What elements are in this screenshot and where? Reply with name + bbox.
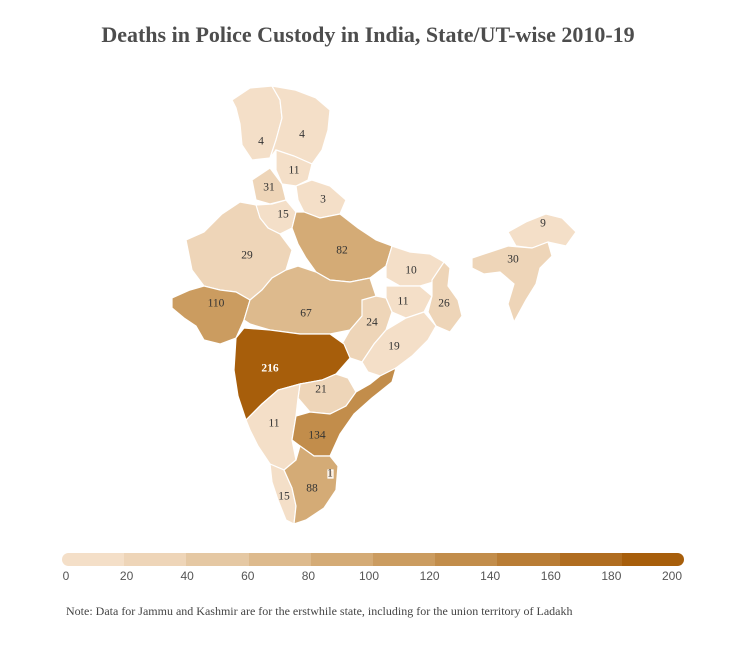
legend-tick-label: 60 <box>241 569 255 583</box>
legend-tick-label: 140 <box>480 569 501 583</box>
value-label: 29 <box>241 250 253 262</box>
legend-swatch <box>310 553 374 566</box>
value-label: 15 <box>277 209 289 221</box>
legend-swatch <box>435 553 498 566</box>
region-tamil-nadu[interactable] <box>283 445 339 525</box>
legend-tick-label: 120 <box>419 569 440 583</box>
legend-tick-label: 160 <box>540 569 561 583</box>
value-label: 88 <box>306 483 318 495</box>
legend-tick-label: 180 <box>601 569 622 583</box>
value-label: 24 <box>366 317 378 329</box>
value-label: 216 <box>261 363 279 375</box>
color-scale-legend <box>62 553 684 566</box>
value-label: 82 <box>336 245 348 257</box>
value-label: 4 <box>299 129 305 141</box>
region-himachal-pradesh[interactable] <box>275 149 313 187</box>
india-map: 4 4 11 31 15 3 29 82 10 110 67 11 26 24 … <box>171 85 577 525</box>
map-value-labels: 4 4 11 31 15 3 29 82 10 110 67 11 26 24 … <box>208 129 547 503</box>
region-andhra-pradesh[interactable] <box>291 366 397 457</box>
legend-tick-label: 80 <box>301 569 316 583</box>
legend-swatch <box>559 553 622 566</box>
region-uttar-pradesh[interactable] <box>291 211 393 283</box>
value-label: 11 <box>288 165 299 177</box>
region-bihar[interactable] <box>385 245 445 287</box>
legend-tick-label: 20 <box>119 569 134 583</box>
legend-tick-label: 200 <box>661 569 683 583</box>
region-gujarat[interactable] <box>171 285 251 345</box>
value-label: 4 <box>258 136 264 148</box>
value-label: 1 <box>327 468 333 480</box>
value-label: 11 <box>397 296 408 308</box>
legend-swatch <box>186 553 249 566</box>
legend-tick-label: 40 <box>180 569 194 583</box>
value-label: 134 <box>308 430 326 442</box>
value-label: 21 <box>315 384 327 396</box>
legend-swatch <box>497 553 560 566</box>
value-label: 9 <box>540 218 546 230</box>
value-label: 3 <box>320 194 326 206</box>
legend-ticks: 0 20 40 60 80 100 120 140 160 180 200 <box>0 569 736 585</box>
legend-swatch <box>248 553 311 566</box>
legend-swatch <box>124 553 187 566</box>
value-label: 19 <box>388 341 400 353</box>
value-label: 11 <box>268 418 279 430</box>
map-title: Deaths in Police Custody in India, State… <box>101 22 635 47</box>
value-label: 67 <box>300 308 312 320</box>
value-label: 30 <box>507 254 519 266</box>
legend-tick-label: 100 <box>358 569 380 583</box>
region-puducherry[interactable] <box>327 469 334 479</box>
region-assam[interactable] <box>471 241 553 324</box>
region-west-bengal[interactable] <box>427 261 463 333</box>
region-madhya-pradesh[interactable] <box>243 265 377 335</box>
value-label: 110 <box>208 298 225 310</box>
legend-swatch <box>621 553 684 566</box>
legend-tick-label: 0 <box>62 569 70 583</box>
legend-swatch <box>373 553 436 566</box>
value-label: 10 <box>405 265 417 277</box>
legend-swatch <box>62 553 125 566</box>
region-odisha[interactable] <box>361 311 437 377</box>
value-label: 26 <box>438 298 450 310</box>
value-label: 15 <box>278 491 290 503</box>
footnote: Note: Data for Jammu and Kashmir are for… <box>66 604 573 618</box>
value-label: 31 <box>263 182 275 194</box>
